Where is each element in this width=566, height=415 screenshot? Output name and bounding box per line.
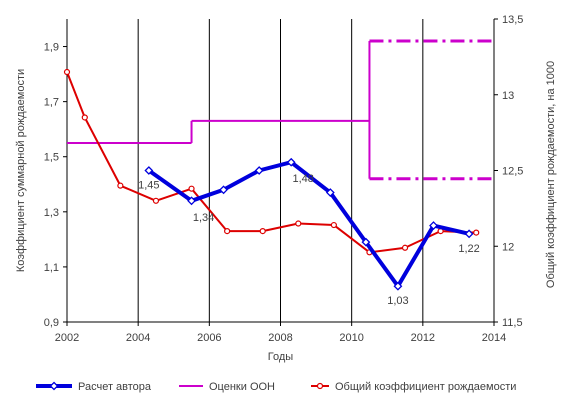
- legend-marker-author: [49, 381, 59, 391]
- y-tick-label-right: 12: [502, 241, 514, 253]
- y-tick-label-left: 0,9: [44, 317, 59, 329]
- crude-birth-rate-line: [66, 71, 477, 254]
- y-axis-title-right: Общий коэффициент рождаемости, на 1000: [545, 61, 557, 288]
- legend-label: Расчет автора: [78, 381, 152, 393]
- x-tick-label: 2012: [411, 332, 435, 344]
- author-estimate-point: [286, 157, 296, 167]
- y-tick-label-right: 13: [502, 90, 514, 102]
- author-estimate-point: [144, 166, 154, 175]
- x-axis-title: Годы: [268, 351, 294, 363]
- y-tick-label-left: 1,7: [44, 97, 59, 109]
- legend-marker-crude: [316, 382, 324, 390]
- x-tick-label: 2006: [197, 332, 221, 344]
- y-tick-label-right: 12,5: [502, 166, 523, 178]
- data-label: 1,22: [458, 243, 479, 255]
- author-estimate-point: [429, 221, 438, 231]
- crude-birth-rate-point: [330, 221, 337, 229]
- data-label: 1,45: [138, 180, 159, 192]
- y-tick-label-right: 11,5: [502, 317, 523, 329]
- axes-layer: 2002 2004 2006 2008 2010 2012 2014 0,9 1,1 1,3 1,5…: [15, 14, 557, 363]
- author-estimate-point: [393, 281, 403, 291]
- y-tick-label-right: 13,5: [502, 14, 523, 26]
- x-tick-label: 2014: [482, 332, 506, 344]
- author-estimate-point: [254, 166, 264, 175]
- author-estimate-point: [187, 196, 196, 206]
- legend-label: Оценки ООН: [209, 381, 275, 393]
- annotation-layer: 1,45 1,34 1,48 1,03 1,22: [138, 173, 480, 307]
- crude-birth-rate-point: [295, 220, 302, 227]
- author-estimate-point: [325, 188, 335, 197]
- crude-birth-rate-point: [63, 68, 71, 76]
- data-label: 1,48: [292, 173, 313, 185]
- x-tick-label: 2004: [126, 332, 150, 344]
- x-tick-label: 2002: [55, 332, 79, 344]
- y-tick-label-left: 1,3: [44, 207, 59, 219]
- y-axis-title-left: Коэффициент суммарной рождаемости: [15, 69, 27, 272]
- data-label: 1,03: [387, 295, 408, 307]
- series-layer: [63, 39, 494, 291]
- x-tick-label: 2008: [268, 332, 292, 344]
- data-label: 1,34: [193, 212, 214, 224]
- crude-birth-rate-point: [473, 229, 480, 236]
- crude-birth-rate-point: [188, 185, 195, 192]
- author-estimate-point: [361, 237, 371, 247]
- y-tick-label-left: 1,1: [44, 262, 59, 274]
- crude-birth-rate-point: [117, 182, 124, 189]
- author-estimate-point: [219, 185, 228, 195]
- author-estimate-line: [147, 160, 470, 289]
- crude-birth-rate-point: [401, 244, 409, 251]
- legend-label: Общий коэффициент рождаемости: [335, 381, 516, 393]
- legend: Расчет автора Оценки ООН Общий коэффициент…: [36, 381, 516, 393]
- crude-birth-rate-point: [224, 228, 231, 235]
- crude-birth-rate-point: [259, 228, 266, 235]
- y-tick-label-left: 1,5: [44, 152, 59, 164]
- grid-layer: [137, 19, 424, 322]
- author-estimate-point: [464, 229, 474, 239]
- crude-birth-rate-point: [152, 197, 160, 204]
- crude-birth-rate-point: [81, 114, 88, 121]
- x-tick-label: 2010: [339, 332, 363, 344]
- y-tick-label-left: 1,9: [44, 42, 59, 54]
